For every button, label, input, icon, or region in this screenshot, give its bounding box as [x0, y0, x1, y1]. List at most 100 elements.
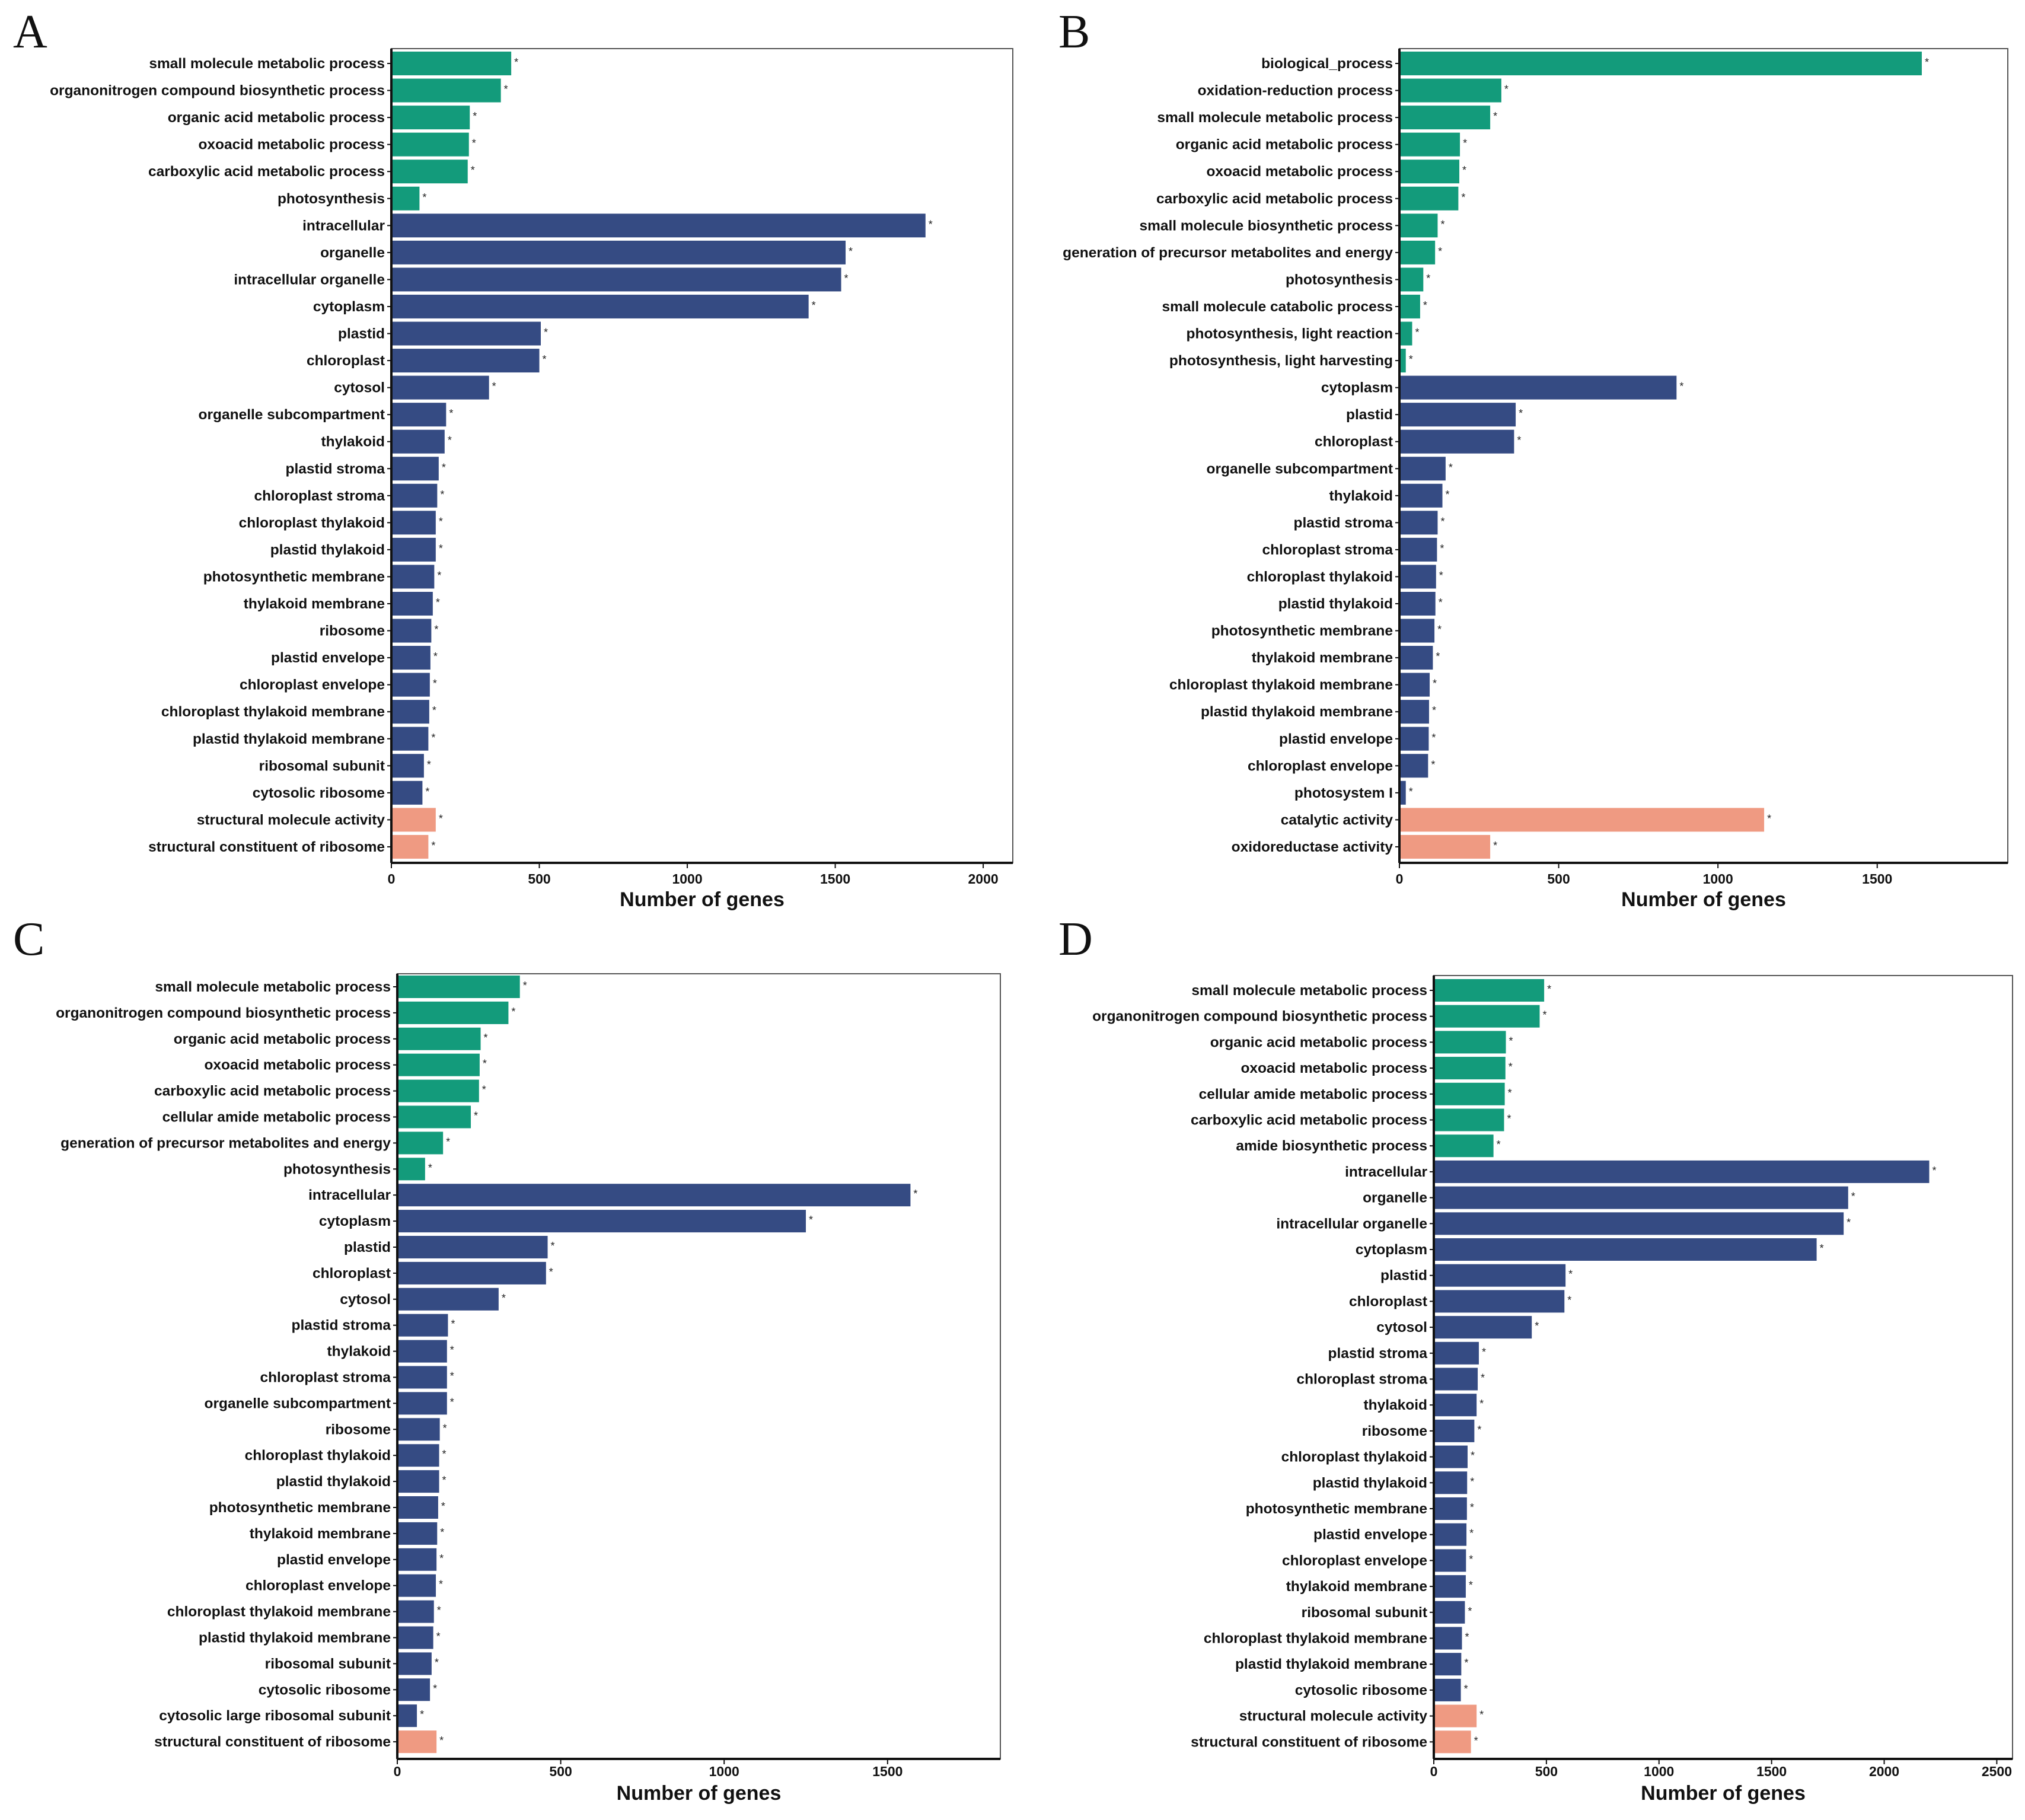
bar	[392, 646, 430, 670]
bar	[392, 78, 501, 103]
x-tick-label: 0	[1430, 1764, 1438, 1779]
bar	[398, 1470, 439, 1493]
bar	[1400, 511, 1438, 535]
significance-marker: *	[450, 1396, 454, 1408]
category-label: plastid stroma	[1294, 515, 1393, 531]
significance-marker: *	[1469, 1553, 1473, 1565]
category-label: plastid stroma	[1328, 1346, 1428, 1362]
bar	[1400, 808, 1765, 832]
bar	[398, 1548, 437, 1571]
bar	[1400, 780, 1406, 805]
x-tick-label: 1500	[1862, 871, 1892, 887]
category-label: plastid	[344, 1239, 391, 1255]
significance-marker: *	[1847, 1216, 1851, 1228]
category-label: organonitrogen compound biosynthetic pro…	[56, 1005, 391, 1021]
x-tick-label: 500	[1535, 1764, 1558, 1779]
significance-marker: *	[439, 515, 443, 527]
significance-marker: *	[482, 1084, 486, 1096]
significance-marker: *	[1470, 1502, 1474, 1513]
bar	[392, 592, 433, 616]
significance-marker: *	[1463, 138, 1467, 149]
bar	[1400, 834, 1491, 859]
category-label: chloroplast envelope	[245, 1578, 391, 1594]
bar	[1400, 457, 1446, 481]
significance-marker: *	[809, 1214, 813, 1226]
significance-marker: *	[1547, 983, 1551, 995]
significance-marker: *	[449, 407, 453, 419]
category-label: photosynthesis, light harvesting	[1169, 353, 1393, 369]
bar	[392, 511, 436, 535]
bar	[1400, 349, 1406, 373]
category-label: biological_process	[1261, 56, 1393, 72]
plot-frame	[391, 48, 1013, 863]
category-label: plastid stroma	[286, 461, 385, 477]
bar	[392, 619, 432, 643]
category-label: cytoplasm	[1321, 380, 1393, 396]
category-label: organic acid metabolic process	[174, 1031, 391, 1047]
bar	[392, 726, 429, 751]
significance-marker: *	[1504, 84, 1509, 95]
significance-marker: *	[471, 164, 475, 176]
bar	[392, 132, 469, 157]
category-label: oxoacid metabolic process	[198, 137, 385, 153]
category-label: small molecule catabolic process	[1162, 299, 1393, 315]
category-label: structural molecule activity	[1239, 1709, 1428, 1725]
bar	[392, 457, 439, 481]
bar	[1434, 1471, 1468, 1494]
significance-marker: *	[1437, 624, 1442, 636]
significance-marker: *	[442, 1474, 447, 1486]
bar	[1434, 1082, 1505, 1105]
significance-marker: *	[1851, 1191, 1855, 1203]
significance-marker: *	[1409, 786, 1413, 798]
category-label: thylakoid	[1363, 1397, 1427, 1413]
x-tick-label: 1000	[672, 871, 702, 887]
bar	[1400, 537, 1437, 562]
bar	[1434, 1497, 1467, 1520]
category-label: cytosolic large ribosomal subunit	[159, 1708, 391, 1724]
category-label: chloroplast	[1349, 1293, 1427, 1309]
category-label: plastid thylakoid membrane	[199, 1630, 391, 1646]
x-tick-label: 1000	[1703, 871, 1733, 887]
bar	[398, 1704, 417, 1727]
significance-marker: *	[431, 732, 435, 744]
bar	[1400, 106, 1491, 130]
bar	[392, 808, 436, 832]
category-label: plastid thylakoid membrane	[193, 731, 385, 747]
bar	[1400, 483, 1443, 508]
category-label: carboxylic acid metabolic process	[1156, 191, 1393, 207]
plot-frame	[1433, 975, 2013, 1760]
significance-marker: *	[544, 327, 548, 339]
bar	[392, 403, 447, 427]
bar	[392, 106, 470, 130]
category-label: intracellular organelle	[234, 272, 385, 288]
bar	[1434, 1445, 1468, 1468]
significance-marker: *	[439, 1553, 444, 1564]
significance-marker: *	[1679, 381, 1683, 393]
significance-marker: *	[1423, 299, 1427, 311]
significance-marker: *	[443, 1422, 447, 1434]
x-axis-title: Number of genes	[620, 888, 785, 911]
category-label: ribosomal subunit	[259, 758, 385, 774]
significance-marker: *	[1440, 515, 1444, 527]
category-label: structural constituent of ribosome	[148, 839, 385, 855]
significance-marker: *	[425, 786, 429, 798]
significance-marker: *	[913, 1188, 917, 1200]
significance-marker: *	[436, 597, 440, 608]
bar	[398, 1131, 444, 1155]
significance-marker: *	[523, 980, 527, 992]
category-label: plastid	[338, 326, 385, 342]
bar	[1434, 1653, 1462, 1676]
significance-marker: *	[1431, 732, 1436, 744]
x-tick-label: 1500	[820, 871, 850, 887]
category-label: intracellular	[308, 1187, 391, 1203]
significance-marker: *	[1820, 1242, 1824, 1254]
category-label: ribosomal subunit	[265, 1656, 391, 1672]
significance-marker: *	[1440, 543, 1444, 554]
bar	[1400, 403, 1516, 427]
category-label: organelle	[320, 245, 385, 261]
category-label: photosynthetic membrane	[1211, 623, 1393, 639]
category-label: oxidoreductase activity	[1232, 839, 1393, 855]
bar	[398, 1236, 548, 1258]
significance-marker: *	[1469, 1528, 1474, 1539]
